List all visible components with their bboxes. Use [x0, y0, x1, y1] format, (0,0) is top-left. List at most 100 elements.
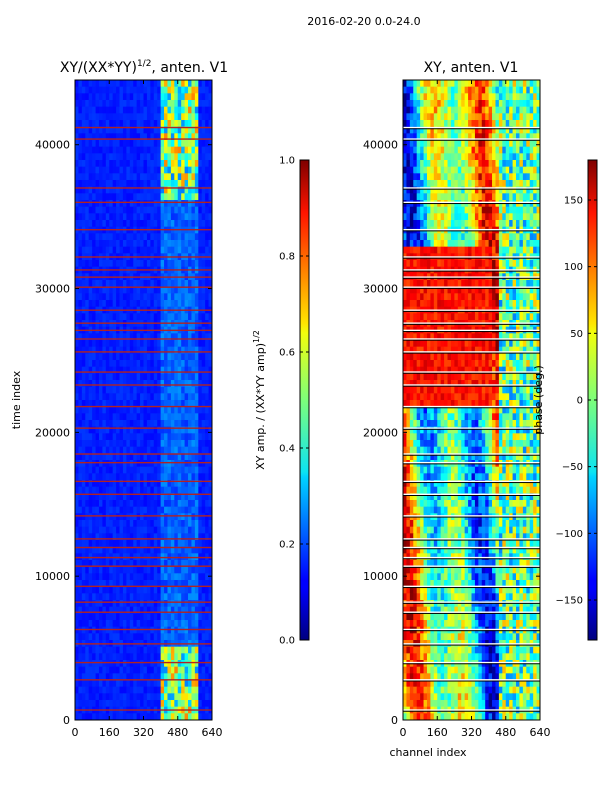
panel1-cell — [167, 673, 172, 681]
figure-title: 2016-02-20 0.0-24.0 — [307, 15, 420, 28]
panel1-cell — [146, 453, 151, 461]
panel2-cell — [471, 246, 476, 254]
panel2-cell — [403, 100, 407, 108]
panel1-cell — [129, 400, 134, 408]
panel1-cell — [174, 140, 179, 148]
panel2-cell — [474, 166, 479, 174]
panel1-cell — [88, 293, 93, 301]
panel2-cell — [461, 173, 466, 181]
panel2-cell — [495, 153, 500, 161]
panel1-cell — [146, 613, 151, 621]
panel1-cell — [88, 560, 93, 568]
panel2-cell — [492, 126, 496, 134]
panel2-cell — [416, 106, 421, 114]
panel2-cell — [519, 193, 524, 201]
panel1-cell — [205, 300, 209, 308]
panel1-cell — [205, 86, 209, 94]
panel1-cell — [184, 220, 189, 228]
panel1-cell — [153, 386, 158, 394]
panel1-cell — [98, 433, 103, 441]
panel1-cell — [75, 620, 79, 628]
panel1-cell — [105, 446, 110, 454]
panel1-cell — [119, 653, 124, 661]
panel1-cell — [122, 666, 127, 674]
panel2-cell — [464, 153, 469, 161]
panel1-cell — [105, 393, 110, 401]
panel1-cell — [150, 366, 155, 374]
panel1-cell — [188, 200, 192, 208]
panel1-cell — [150, 160, 155, 168]
panel2-cell — [505, 106, 510, 114]
panel1-cell — [85, 173, 90, 181]
panel1-cell — [177, 546, 182, 554]
panel1-cell — [153, 540, 158, 548]
panel1-cell — [198, 526, 203, 534]
panel1-cell — [78, 613, 83, 621]
panel1-cell — [198, 173, 203, 181]
panel2-cell — [516, 246, 520, 254]
panel1-cell — [85, 246, 90, 254]
panel1-cell — [164, 293, 168, 301]
panel1-cell — [88, 86, 93, 94]
panel1-cell — [201, 500, 206, 508]
panel2-cell — [485, 246, 490, 254]
panel1-cell — [119, 120, 124, 128]
panel1-cell — [208, 566, 213, 574]
panel1-flagged-row — [75, 269, 212, 271]
panel2-cell — [444, 140, 448, 148]
panel1-cell — [105, 600, 110, 608]
panel1-cell — [184, 620, 189, 628]
panel1-cell — [146, 600, 151, 608]
panel2-cell — [516, 126, 520, 134]
panel1-cell — [126, 513, 131, 521]
panel1-cell — [81, 620, 86, 628]
panel2-cell — [403, 206, 407, 214]
panel1-cell — [150, 586, 155, 594]
panel1-cell — [188, 580, 192, 588]
panel1-cell — [92, 466, 96, 474]
panel1-cell — [146, 586, 151, 594]
panel1-cell — [75, 680, 79, 688]
panel1-cell — [201, 506, 206, 514]
panel2-cell — [447, 126, 452, 134]
panel1-cell — [140, 313, 144, 321]
panel1-cell — [140, 693, 144, 701]
panel1-cell — [184, 166, 189, 174]
panel2-cell — [498, 180, 503, 188]
panel1-cell — [205, 106, 209, 114]
panel1-cell — [177, 80, 182, 88]
panel2-cell — [420, 93, 424, 101]
panel1-cell — [92, 486, 96, 494]
panel1-cell — [198, 593, 203, 601]
panel1-cell — [133, 340, 138, 348]
panel2-cell — [437, 80, 442, 88]
panel1-cell — [198, 333, 203, 341]
panel1-cell — [75, 420, 79, 428]
panel1-cell — [157, 366, 162, 374]
panel1-cell — [198, 313, 203, 321]
panel1-cell — [208, 580, 213, 588]
panel1-cell — [88, 566, 93, 574]
panel1-cell — [85, 186, 90, 194]
panel1-cell — [164, 280, 168, 288]
panel1-cell — [98, 360, 103, 368]
panel1-cell — [188, 560, 192, 568]
panel1-cell — [81, 526, 86, 534]
panel1-cell — [150, 560, 155, 568]
panel2-cell — [478, 126, 483, 134]
panel1-cell — [129, 180, 134, 188]
panel1-cell — [143, 666, 148, 674]
panel2-cell — [464, 93, 469, 101]
panel1-cell — [188, 513, 192, 521]
panel2-cell — [509, 146, 513, 154]
panel1-cell — [88, 480, 93, 488]
panel1-cell — [85, 120, 90, 128]
panel1-cell — [136, 366, 141, 374]
panel1-cell — [194, 520, 199, 528]
panel1-cell — [102, 340, 107, 348]
panel1-cell — [126, 173, 131, 181]
panel2-cell — [409, 106, 414, 114]
panel1-cell — [122, 486, 127, 494]
panel1-flagged-row — [75, 601, 212, 603]
panel1-cell — [150, 80, 155, 88]
